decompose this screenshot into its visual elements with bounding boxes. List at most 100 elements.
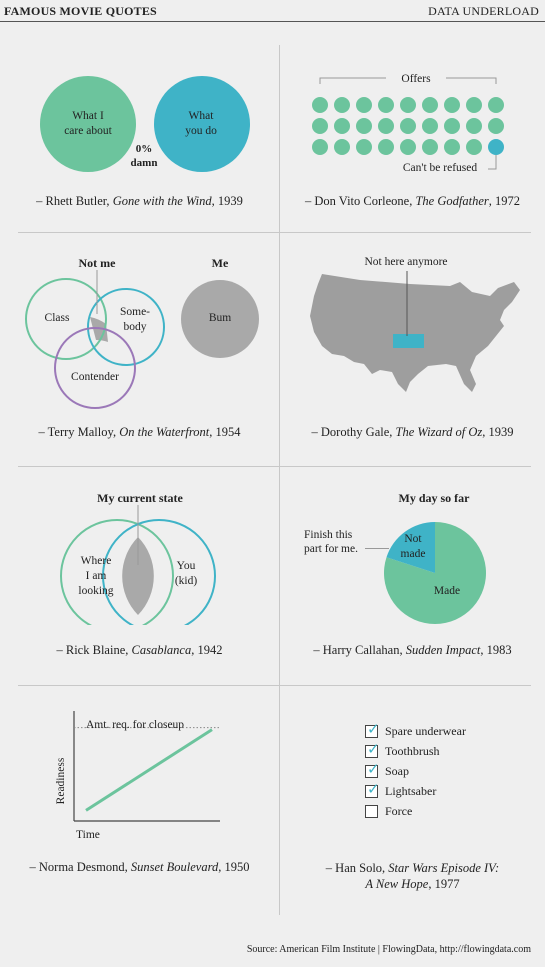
looking-line2: I am [85, 570, 107, 582]
offer-dot [422, 97, 438, 113]
offer-dot [378, 97, 394, 113]
caption-year: , 1950 [218, 860, 250, 874]
checklist-item[interactable]: ✓ Soap [365, 760, 409, 779]
malloy-venn [25, 270, 259, 409]
checklist-label: Spare underwear [385, 723, 466, 738]
blaine-overlap [122, 537, 154, 615]
bum-label: Bum [208, 312, 232, 324]
offer-dot [334, 139, 350, 155]
offers-dot-grid [312, 97, 504, 155]
caption-year: , 1983 [480, 643, 512, 657]
offer-dot [466, 139, 482, 155]
class-label: Class [44, 312, 70, 324]
row-divider-3 [18, 685, 531, 686]
caption-name: – Han Solo, [325, 861, 389, 875]
caption-name: – Don Vito Corleone, [305, 194, 416, 208]
circle-contender [54, 327, 136, 409]
row-divider-2 [18, 466, 531, 467]
caption-year: , 1977 [428, 877, 460, 891]
offer-dot [356, 118, 372, 134]
butler-venn [40, 76, 250, 172]
circle-somebody [87, 288, 165, 366]
pie-annotation: Finish this part for me. [304, 528, 374, 556]
offer-dot [422, 118, 438, 134]
offer-dot [356, 97, 372, 113]
offer-dot [444, 118, 460, 134]
offer-dot [488, 118, 504, 134]
checkbox[interactable] [365, 804, 378, 818]
caption-callahan: – Harry Callahan, Sudden Impact, 1983 [280, 643, 545, 658]
caption-name: – Norma Desmond, [29, 860, 131, 874]
contender-label: Contender [71, 371, 119, 383]
refused-pointer [488, 155, 497, 170]
somebody-line2: body [123, 321, 147, 333]
line-chart [73, 711, 220, 822]
offer-dot [444, 139, 460, 155]
you-do-label-line2: you do [185, 125, 217, 137]
caption-desmond: – Norma Desmond, Sunset Boulevard, 1950 [0, 860, 279, 875]
center-divider [279, 45, 280, 915]
looking-line3: looking [78, 585, 114, 597]
checklist-item[interactable]: ✓ Spare underwear [365, 720, 466, 739]
caption-film: Casablanca [131, 643, 192, 657]
you-kid-label: You (kid) [166, 559, 206, 589]
checklist-item[interactable]: Force [365, 803, 412, 819]
caption-solo: – Han Solo, Star Wars Episode IV: A New … [280, 860, 545, 892]
offer-dot [400, 118, 416, 134]
offer-dot [488, 97, 504, 113]
caption-name: – Rhett Butler, [36, 194, 113, 208]
caption-butler: – Rhett Butler, Gone with the Wind, 1939 [0, 194, 279, 209]
offers-label: Offers [386, 73, 446, 85]
overlap-region [90, 317, 108, 342]
corleone-dots [312, 77, 504, 170]
checklist-item[interactable]: ✓ Toothbrush [365, 740, 440, 759]
offer-dot [312, 118, 328, 134]
annotation-line2: part for me. [304, 543, 358, 555]
checkbox[interactable]: ✓ [365, 760, 380, 778]
checkmark-icon: ✓ [367, 759, 380, 778]
not-here-label: Not here anymore [364, 256, 448, 268]
caption-film-line1: Star Wars Episode IV: [388, 861, 500, 875]
circle-you-do [154, 76, 250, 172]
annotation-pointer [365, 548, 389, 549]
offer-dot [334, 97, 350, 113]
checkbox[interactable]: ✓ [365, 740, 380, 758]
checkmark-icon: ✓ [367, 779, 380, 798]
looking-line1: Where [80, 555, 112, 567]
callahan-title: My day so far [398, 491, 470, 505]
us-map [310, 271, 520, 392]
caption-name: – Rick Blaine, [56, 643, 132, 657]
offer-dot [466, 97, 482, 113]
checklist-label: Soap [385, 763, 409, 778]
caption-name: – Harry Callahan, [313, 643, 406, 657]
caption-name: – Terry Malloy, [38, 425, 120, 439]
checkmark-icon: ✓ [367, 739, 380, 758]
blaine-venn [60, 505, 216, 625]
annotation-line1: Finish this [304, 529, 353, 541]
checkmark-icon: ✓ [367, 719, 380, 738]
checklist-item[interactable]: ✓ Lightsaber [365, 780, 436, 799]
offer-dot [378, 118, 394, 134]
source-footer: Source: American Film Institute | Flowin… [246, 944, 531, 955]
caption-year: , 1942 [191, 643, 223, 657]
kansas-highlight [393, 334, 424, 348]
checkbox[interactable]: ✓ [365, 780, 380, 798]
checklist-label: Force [385, 803, 413, 818]
caption-year: , 1954 [209, 425, 241, 439]
checkbox[interactable]: ✓ [365, 720, 380, 738]
you-kid-line1: You [176, 560, 196, 572]
offer-dot [356, 139, 372, 155]
y-axis-label: Readiness [55, 757, 67, 805]
looking-label: Where I am looking [66, 554, 126, 599]
caption-year: , 1939 [211, 194, 243, 208]
pie-label-not-made-line2: made [400, 548, 426, 560]
caption-name: – Dorothy Gale, [311, 425, 396, 439]
caption-film: Sunset Boulevard [130, 860, 219, 874]
not-me-title: Not me [78, 256, 116, 270]
caption-film-line2: A New Hope [365, 877, 429, 891]
pie-label-made: Made [433, 585, 461, 597]
caption-year: , 1939 [482, 425, 514, 439]
brand-label: DATA UNDERLOAD [428, 4, 539, 18]
header-rule [0, 21, 545, 22]
offer-dot [400, 97, 416, 113]
